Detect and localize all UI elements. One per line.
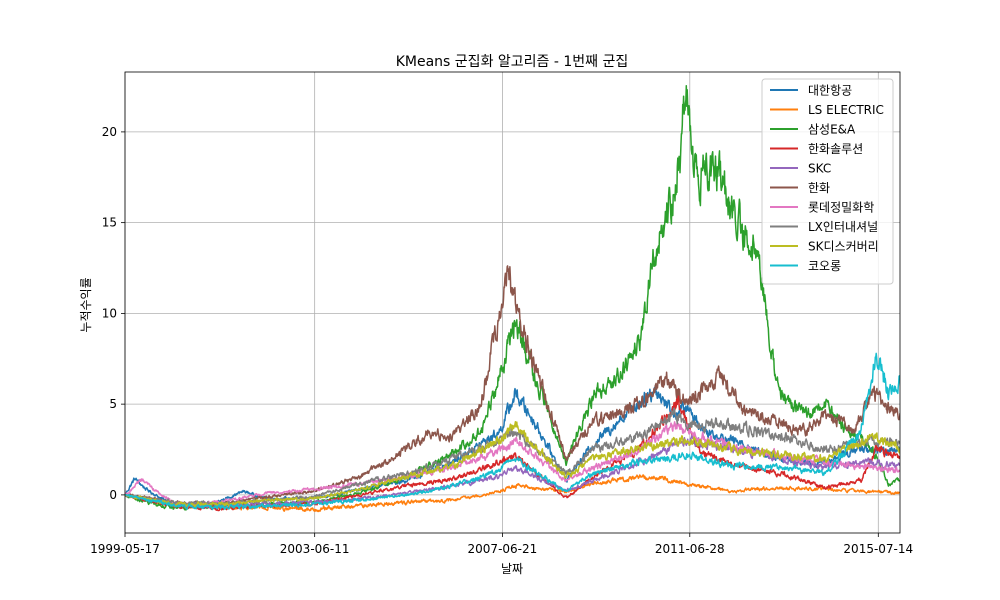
x-axis-title: 날짜 — [501, 562, 523, 576]
series-line-8 — [125, 420, 900, 508]
y-tick-label: 15 — [102, 216, 117, 230]
y-tick-label: 10 — [102, 306, 117, 320]
x-tick-label: 2011-06-28 — [655, 542, 725, 556]
legend-label: SK디스커버리 — [808, 240, 879, 254]
x-tick-label: 2015-07-14 — [843, 542, 913, 556]
x-tick-label: 2003-06-11 — [280, 542, 350, 556]
legend-label: 대한항공 — [808, 84, 852, 98]
y-tick-label: 0 — [109, 488, 117, 502]
legend-label: 한화솔루션 — [808, 142, 863, 156]
x-tick-label: 2007-06-21 — [468, 542, 538, 556]
axes: 1999-05-17 2003-06-11 2007-06-21 2011-06-28… — [90, 71, 913, 556]
series-lines — [125, 84, 900, 513]
plot-frame — [124, 71, 901, 534]
legend-label: LS ELECTRIC — [808, 103, 884, 117]
y-tick-label: 5 — [109, 397, 117, 411]
y-tick-label: 20 — [102, 125, 117, 139]
legend-box — [761, 78, 894, 285]
chart-title: KMeans 군집화 알고리즘 - 1번째 군집 — [396, 54, 629, 70]
series-line-9 — [125, 352, 900, 511]
legend-label: LX인터내셔널 — [808, 220, 878, 234]
legend-label: 삼성E&A — [808, 123, 856, 137]
series-line-5 — [125, 265, 900, 507]
legend-label: 롯데정밀화학 — [808, 201, 874, 215]
legend-label: SKC — [808, 162, 831, 176]
y-axis-title: 누적수익률 — [79, 277, 93, 332]
legend-label: 코오롱 — [808, 259, 841, 273]
series-line-0 — [125, 386, 900, 510]
x-tick-label: 1999-05-17 — [90, 542, 160, 556]
legend-label: 한화 — [808, 181, 830, 195]
